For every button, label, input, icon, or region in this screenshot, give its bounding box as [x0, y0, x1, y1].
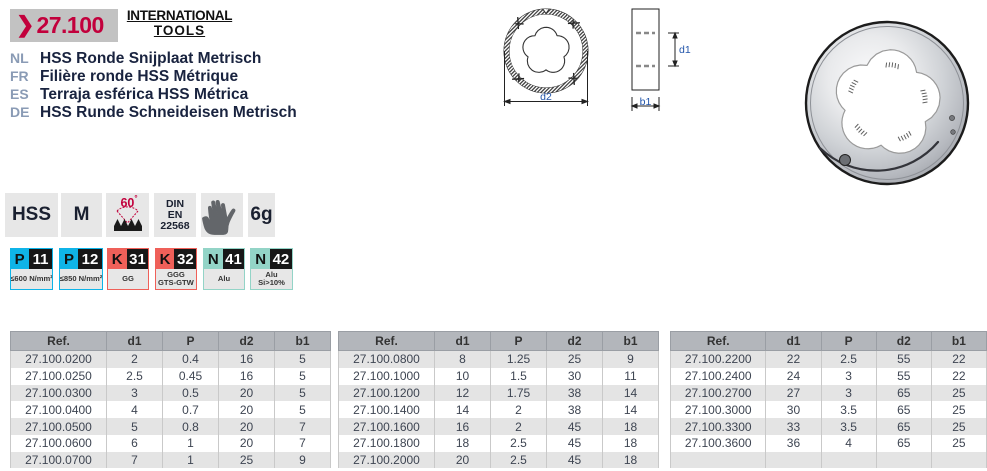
svg-text:b1: b1: [640, 96, 652, 108]
svg-text:d2: d2: [540, 91, 552, 103]
svg-text:d1: d1: [679, 44, 691, 56]
